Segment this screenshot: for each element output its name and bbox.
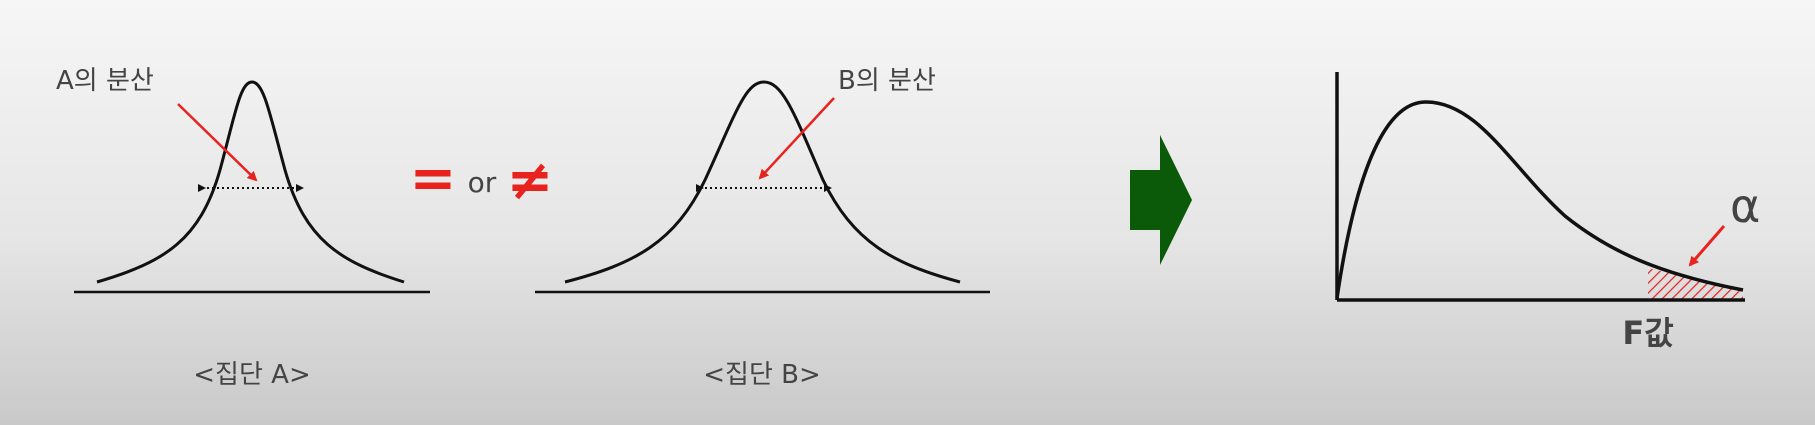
f-value-label: F값 [1622, 314, 1673, 352]
f-rejection-region [1648, 268, 1743, 300]
alpha-pointer [1688, 225, 1726, 267]
f-distribution-diagram: α F값 [1335, 72, 1760, 352]
group-b-normal-curve [564, 80, 961, 284]
comparison-symbols: = or ≠ [410, 146, 554, 213]
alpha-label: α [1730, 179, 1760, 233]
group-b-caption: <집단 B> [703, 360, 821, 390]
f-distribution-curve [1335, 100, 1744, 299]
group-a-diagram: A의 분산 <집단 A> [56, 66, 430, 390]
or-text: or [468, 166, 497, 199]
group-b-diagram: B의 분산 <집단 B> [535, 66, 990, 390]
group-a-caption: <집단 A> [193, 360, 310, 390]
group-b-variance-label: B의 분산 [838, 66, 936, 96]
group-b-variance-pointer [758, 97, 835, 180]
group-a-normal-curve [96, 80, 405, 284]
equal-symbol: = [410, 146, 457, 211]
group-a-variance-label: A의 분산 [56, 66, 154, 96]
not-equal-symbol: ≠ [507, 148, 554, 213]
result-arrow-icon [1130, 135, 1192, 265]
group-a-variance-pointer [177, 103, 258, 182]
